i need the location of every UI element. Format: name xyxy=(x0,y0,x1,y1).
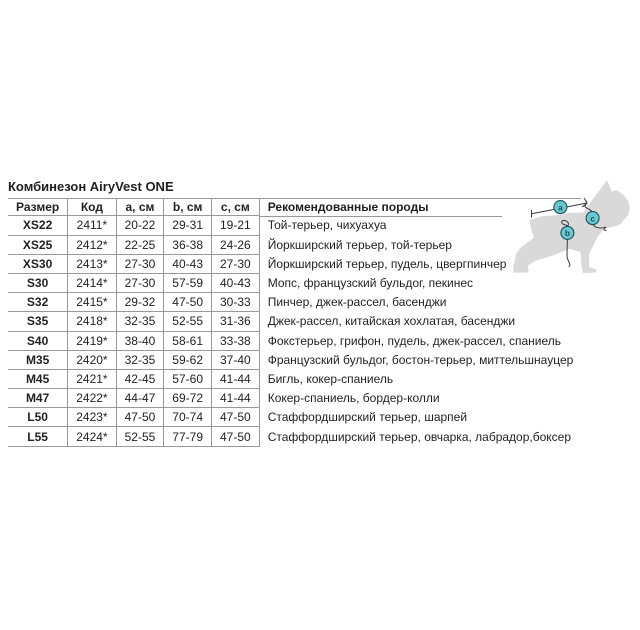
svg-text:c: c xyxy=(590,214,595,223)
svg-text:b: b xyxy=(565,229,570,238)
svg-text:a: a xyxy=(558,203,563,212)
